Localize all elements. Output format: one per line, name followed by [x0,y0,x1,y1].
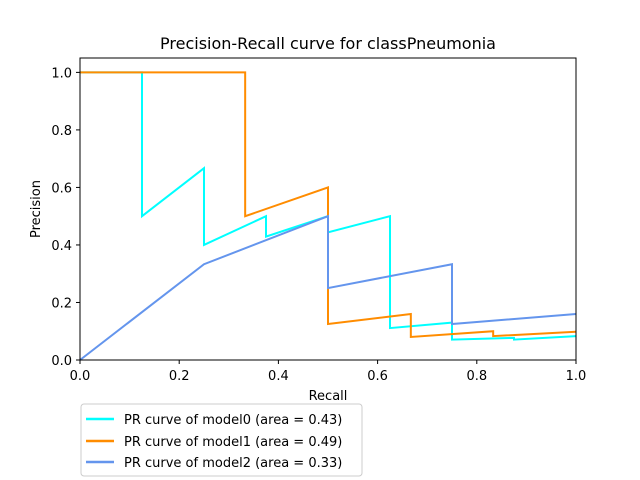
y-tick-label: 0.6 [51,181,72,196]
y-tick-label: 1.0 [51,66,72,81]
series-layer [79,71,577,361]
chart-title: Precision-Recall curve for classPneumoni… [160,34,496,53]
x-tick-label: 0.0 [70,369,91,384]
y-tick-label: 0.8 [51,124,72,139]
x-axis-label: Recall [309,389,348,404]
series-line-model1 [80,71,577,339]
y-tick-label: 0.0 [51,354,72,369]
x-tick-label: 1.0 [566,369,587,384]
x-tick-label: 0.2 [169,369,190,384]
x-tick-label: 0.8 [466,369,487,384]
legend: PR curve of model0 (area = 0.43) PR curv… [80,403,363,477]
legend-frame [80,403,363,477]
legend-entry-model0: PR curve of model0 (area = 0.43) [124,413,342,428]
legend-entry-model2: PR curve of model2 (area = 0.33) [124,456,342,471]
x-tick-label: 0.6 [367,369,388,384]
plot-frame [79,57,577,361]
x-tick-label: 0.4 [268,369,289,384]
y-tick-label: 0.2 [51,296,72,311]
y-tick-label: 0.4 [51,239,72,254]
ticks-layer: 0.0 0.2 0.4 0.6 0.8 1.0 0.0 0.2 0.4 0.6 0.8 1.0 [51,66,586,384]
y-axis-label: Precision [29,180,44,238]
series-line-model2 [79,214,577,361]
legend-entry-model1: PR curve of model1 (area = 0.49) [124,435,342,450]
